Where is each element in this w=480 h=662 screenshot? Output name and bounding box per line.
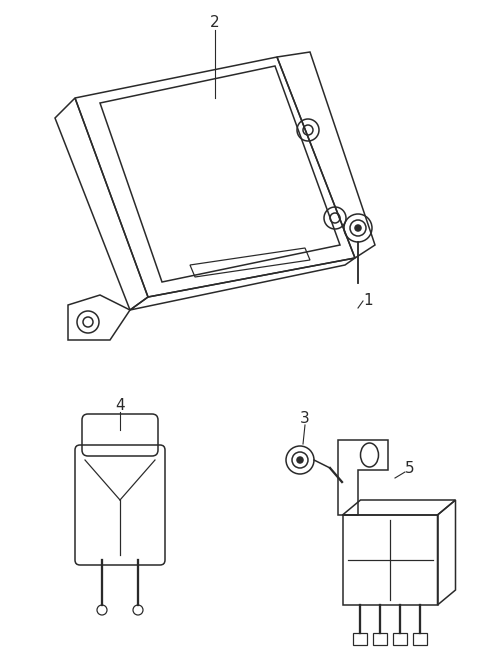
Text: 4: 4 (115, 397, 125, 412)
Circle shape (297, 457, 303, 463)
Text: 2: 2 (210, 15, 220, 30)
Text: 1: 1 (363, 293, 373, 308)
Text: 3: 3 (300, 410, 310, 426)
Text: 5: 5 (405, 461, 415, 475)
Circle shape (355, 225, 361, 231)
